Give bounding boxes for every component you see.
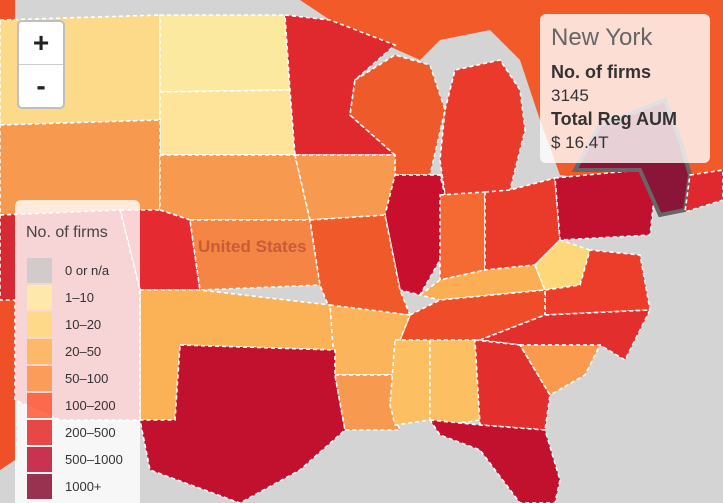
zoom-out-button[interactable]: -: [19, 64, 63, 107]
tooltip: New York No. of firms 3145 Total Reg AUM…: [540, 14, 710, 163]
legend-label: 50–100: [65, 371, 109, 386]
legend-label: 100–200: [65, 398, 116, 413]
map-label: United States: [198, 237, 307, 256]
legend-label: 200–500: [65, 425, 116, 440]
firms-label: No. of firms: [551, 62, 652, 82]
aum-value: $ 16.4T: [551, 133, 609, 152]
legend-label: 500–1000: [65, 452, 123, 467]
legend-swatch: [27, 447, 52, 472]
legend-swatch: [27, 339, 52, 364]
legend-label: 0 or n/a: [65, 263, 110, 278]
tooltip-title: New York: [551, 24, 653, 51]
legend-swatch: [27, 474, 52, 499]
legend-label: 20–50: [65, 344, 102, 359]
zoom-control: + -: [17, 20, 65, 109]
zoom-in-button[interactable]: +: [32, 27, 50, 58]
legend-swatch: [27, 285, 52, 310]
legend-title: No. of firms: [26, 224, 108, 241]
legend-label: 1000+: [65, 479, 102, 494]
legend-swatch: [27, 258, 52, 283]
firms-value: 3145: [551, 86, 589, 105]
legend-label: 10–20: [65, 317, 102, 332]
legend: No. of firms 0 or n/a 1–10 10–20 20–50 50–10…: [15, 200, 140, 503]
legend-swatch: [27, 312, 52, 337]
legend-swatch: [27, 420, 52, 445]
legend-label: 1–10: [65, 290, 94, 305]
aum-label: Total Reg AUM: [551, 109, 677, 129]
legend-swatch: [27, 393, 52, 418]
legend-swatch: [27, 366, 52, 391]
